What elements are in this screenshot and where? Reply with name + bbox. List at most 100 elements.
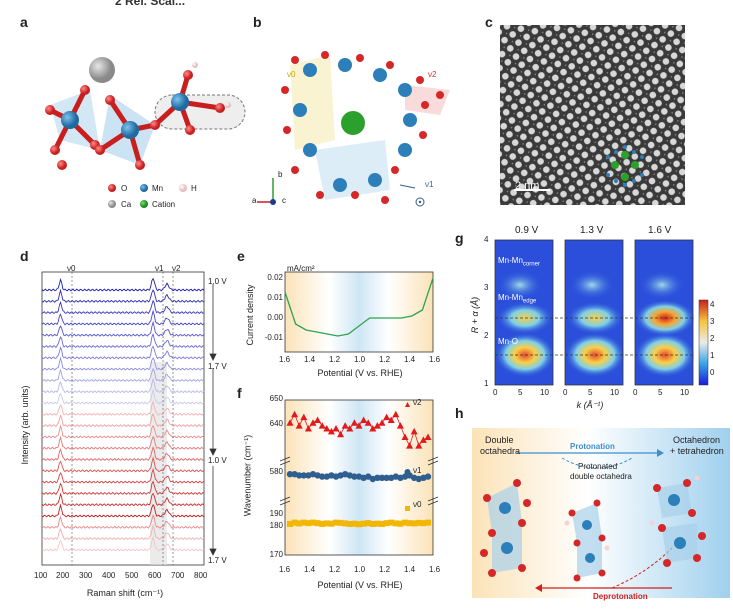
d-spectrum-line bbox=[41, 377, 205, 394]
d-spectrum-line bbox=[41, 492, 205, 507]
legend-cation: Cation bbox=[152, 200, 176, 209]
f-point-ν2 bbox=[286, 419, 294, 426]
e-xlabel: Potential (V vs. RHE) bbox=[317, 368, 403, 378]
header-fragment: 2 Rel. Scal... bbox=[115, 0, 186, 8]
f-point-ν0 bbox=[323, 520, 330, 527]
f-point-ν0 bbox=[388, 519, 395, 526]
panel-d-label: d bbox=[20, 248, 29, 264]
d-spectrum-line bbox=[41, 400, 205, 416]
d-spectrum-line bbox=[41, 345, 205, 360]
f-point-ν2 bbox=[323, 425, 331, 432]
b-axis-b: b bbox=[278, 170, 283, 179]
f-point-ν2 bbox=[410, 427, 418, 435]
legend-mn: Mn bbox=[152, 184, 164, 193]
e-ylabel: Current density bbox=[245, 284, 255, 346]
f-point-ν2 bbox=[383, 413, 391, 421]
d-spectrum-line bbox=[41, 367, 205, 382]
panel-b-label: b bbox=[253, 14, 262, 30]
d-spectrum-line bbox=[41, 424, 205, 439]
f-point-ν0 bbox=[402, 519, 408, 526]
b-v1: ν1 bbox=[425, 180, 434, 189]
d-spectrum-line bbox=[41, 514, 205, 529]
f-point-ν2 bbox=[337, 430, 345, 438]
c-scale-bar-label: 2 nm bbox=[515, 180, 540, 192]
legend-h: H bbox=[191, 184, 197, 193]
g-voltage-1: 0.9 V bbox=[515, 225, 539, 236]
g-xlabel: k (Å⁻¹) bbox=[576, 400, 604, 410]
f-point-ν0 bbox=[420, 520, 427, 527]
panel-c-label: c bbox=[485, 14, 493, 30]
h-deprotonation: Deprotonation bbox=[593, 592, 648, 601]
f-point-ν0 bbox=[425, 519, 431, 526]
g-annot-mno: Mn-O bbox=[498, 337, 518, 346]
f-point-ν0 bbox=[310, 519, 316, 526]
panel-f-label: f bbox=[237, 385, 242, 401]
legend-ca: Ca bbox=[121, 200, 132, 209]
f-point-ν0 bbox=[333, 519, 339, 526]
f-point-ν0 bbox=[300, 519, 307, 526]
f-legend-v2: ν2 bbox=[413, 398, 422, 407]
f-point-ν2 bbox=[327, 427, 335, 435]
d-side-label-1: 1.0 V bbox=[208, 277, 227, 286]
b-axis-a: a bbox=[252, 196, 257, 205]
h-middle-2: double octahedra bbox=[570, 472, 632, 481]
f-legend-v1: ν1 bbox=[413, 466, 422, 475]
panel-e-current-chart bbox=[284, 271, 434, 353]
d-spectrum-line bbox=[41, 288, 205, 303]
f-point-ν2 bbox=[392, 410, 400, 418]
panel-h-label: h bbox=[455, 405, 464, 421]
f-point-ν2 bbox=[341, 422, 349, 429]
f-point-ν2 bbox=[314, 416, 322, 423]
f-point-ν0 bbox=[287, 520, 293, 527]
f-point-ν0 bbox=[365, 520, 372, 527]
f-point-ν1 bbox=[300, 472, 307, 479]
h-left-title-2: octahedra bbox=[480, 446, 521, 456]
d-spectrum-line bbox=[41, 388, 205, 405]
d-spectrum-line bbox=[41, 480, 205, 495]
f-point-ν0 bbox=[328, 520, 335, 527]
f-point-ν0 bbox=[346, 520, 353, 527]
g-annot-mnmn-corner: Mn-Mncorner bbox=[498, 256, 540, 268]
f-point-ν2 bbox=[350, 419, 358, 426]
f-point-ν0 bbox=[291, 519, 298, 526]
d-spectrum-line bbox=[41, 320, 205, 337]
f-point-ν2 bbox=[419, 436, 427, 443]
f-ylabel: Wavenumber (cm⁻¹) bbox=[242, 434, 253, 517]
f-point-ν0 bbox=[369, 520, 376, 527]
d-side-label-4: 1.7 V bbox=[208, 556, 227, 565]
d-spectrum-line bbox=[41, 277, 205, 292]
b-v0: ν0 bbox=[287, 70, 296, 79]
h-middle-1: Protonated bbox=[578, 462, 618, 471]
d-spectrum-line bbox=[41, 503, 205, 518]
f-point-ν0 bbox=[337, 519, 344, 526]
f-point-ν0 bbox=[374, 520, 381, 527]
f-point-ν2 bbox=[304, 425, 312, 432]
d-spectrum-line bbox=[41, 332, 205, 349]
f-point-ν0 bbox=[383, 520, 390, 527]
f-point-ν0 bbox=[296, 520, 303, 527]
f-point-ν2 bbox=[415, 442, 423, 449]
f-point-ν0 bbox=[356, 521, 362, 528]
g-voltage-3: 1.6 V bbox=[648, 225, 672, 236]
d-spectrum-line bbox=[41, 524, 205, 541]
panel-g-contour-maps bbox=[494, 239, 709, 386]
f-point-ν2 bbox=[369, 425, 377, 432]
panel-f-wavenumber-chart bbox=[279, 399, 439, 556]
d-peak-v2: ν2 bbox=[172, 264, 181, 273]
f-point-ν1 bbox=[319, 473, 326, 480]
f-xlabel: Potential (V vs. RHE) bbox=[317, 580, 403, 590]
d-spectrum-line bbox=[41, 299, 205, 315]
f-point-ν0 bbox=[392, 520, 399, 527]
f-point-ν0 bbox=[351, 520, 358, 527]
d-side-label-2: 1.7 V bbox=[208, 362, 227, 371]
f-point-ν2 bbox=[295, 422, 303, 429]
f-point-ν2 bbox=[401, 433, 409, 441]
f-point-ν1 bbox=[296, 472, 303, 479]
d-peak-v1: ν1 bbox=[155, 264, 164, 273]
f-point-ν2 bbox=[355, 422, 363, 429]
f-point-ν0 bbox=[305, 520, 312, 527]
b-v2: ν2 bbox=[428, 70, 437, 79]
f-point-ν0 bbox=[411, 520, 418, 527]
d-ylabel: Intensity (arb. units) bbox=[20, 385, 30, 465]
f-point-ν1 bbox=[424, 473, 432, 480]
